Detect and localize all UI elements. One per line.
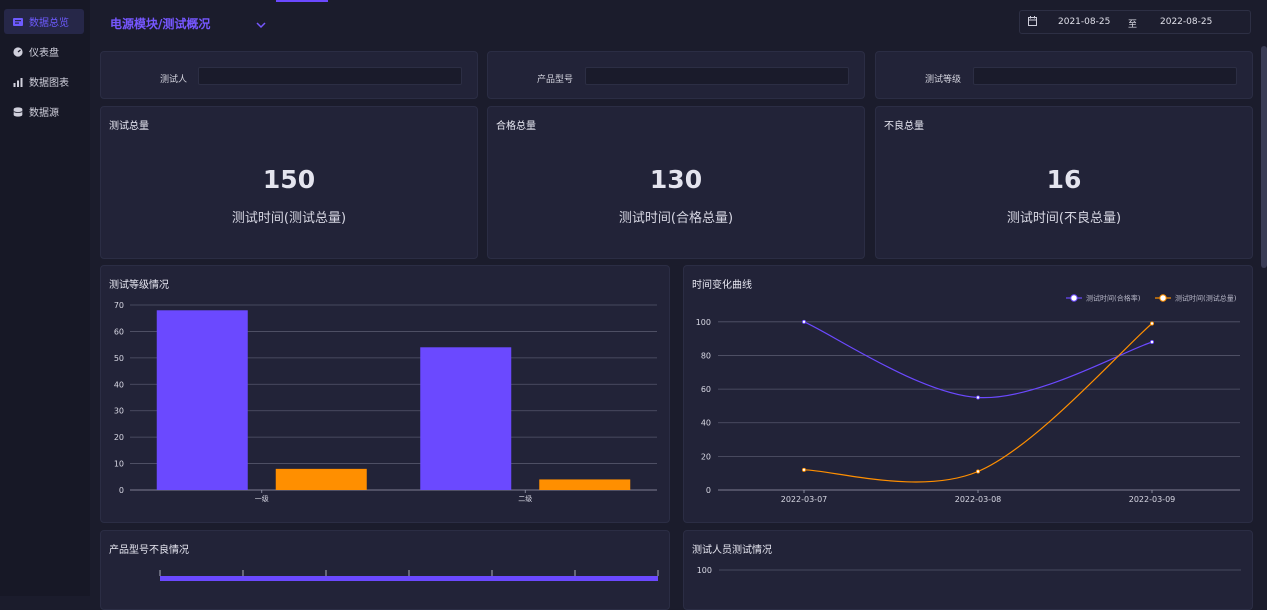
chart-title: 测试等级情况 bbox=[109, 280, 169, 291]
sidebar-item-dashboard[interactable]: 仪表盘 bbox=[4, 39, 84, 64]
y-tick-label: 30 bbox=[114, 407, 124, 416]
y-tick-label: 10 bbox=[114, 460, 124, 469]
y-tick-label: 20 bbox=[701, 452, 711, 461]
stat-subtitle: 测试时间(合格总量) bbox=[618, 211, 734, 226]
sidebar-item-label: 数据总览 bbox=[29, 18, 69, 29]
data-point bbox=[1149, 321, 1154, 326]
series-line bbox=[803, 323, 1153, 483]
legend-label: 测试时间(合格率) bbox=[1086, 294, 1141, 303]
sidebar-item-overview[interactable]: 数据总览 bbox=[4, 9, 84, 34]
sidebar-item-charts[interactable]: 数据图表 bbox=[4, 69, 84, 94]
y-tick-label: 70 bbox=[114, 301, 124, 310]
model-select[interactable] bbox=[585, 67, 849, 85]
model-label: 产品型号 bbox=[537, 75, 574, 85]
card-title: 测试总量 bbox=[109, 121, 149, 132]
y-tick-label: 60 bbox=[114, 327, 124, 336]
active-tab-indicator bbox=[276, 0, 328, 2]
bar bbox=[539, 479, 631, 490]
y-tick-label: 0 bbox=[706, 486, 711, 495]
grade-label: 测试等级 bbox=[925, 75, 962, 85]
total-tests-card: 测试总量 150 测试时间(测试总量) bbox=[100, 106, 478, 259]
page-title: 电源模块/测试概况 bbox=[110, 17, 211, 31]
chart-title: 产品型号不良情况 bbox=[109, 545, 189, 556]
stat-subtitle: 测试时间(不良总量) bbox=[1006, 211, 1122, 226]
bar bbox=[275, 468, 367, 490]
model-filter-panel: 产品型号 bbox=[487, 51, 865, 99]
sidebar-item-label: 数据源 bbox=[29, 108, 59, 119]
x-tick-label: 2022-03-09 bbox=[1129, 495, 1176, 504]
tester-filter-panel: 测试人 bbox=[100, 51, 478, 99]
data-point bbox=[802, 467, 807, 472]
chart-title: 测试人员测试情况 bbox=[692, 545, 772, 556]
data-point bbox=[1149, 340, 1154, 345]
bar bbox=[156, 310, 248, 490]
sidebar-item-label: 仪表盘 bbox=[29, 48, 59, 59]
data-point bbox=[975, 469, 980, 474]
y-tick-label: 80 bbox=[701, 351, 711, 360]
legend-label: 测试时间(测试总量) bbox=[1175, 294, 1237, 303]
y-tick-label: 0 bbox=[119, 486, 124, 495]
data-point bbox=[975, 395, 980, 400]
card-title: 不良总量 bbox=[884, 121, 924, 132]
date-range-picker[interactable]: 2021-08-25 至 2022-08-25 bbox=[1019, 10, 1251, 34]
sidebar-item-label: 数据图表 bbox=[29, 78, 69, 89]
defect-bar bbox=[160, 576, 658, 581]
stat-value: 130 bbox=[649, 165, 703, 194]
y-tick-label: 40 bbox=[701, 419, 711, 428]
y-tick-label: 60 bbox=[701, 385, 711, 394]
y-tick-label: 40 bbox=[114, 380, 124, 389]
scrollbar[interactable] bbox=[1261, 46, 1267, 268]
stat-value: 150 bbox=[262, 165, 316, 194]
card-title: 合格总量 bbox=[496, 121, 536, 132]
chart-icon bbox=[12, 76, 23, 87]
sidebar: 数据总览 仪表盘 数据图表 数据源 bbox=[0, 0, 90, 596]
grade-select[interactable] bbox=[973, 67, 1237, 85]
legend-marker bbox=[1070, 294, 1078, 302]
trend-line-chart: 0 20 40 60 80 100 2022-03-07 2022-03-08 2022-03-… bbox=[696, 294, 1240, 504]
x-tick-label: 一级 bbox=[255, 494, 269, 503]
stat-subtitle: 测试时间(测试总量) bbox=[231, 211, 347, 226]
chart-title: 时间变化曲线 bbox=[692, 280, 752, 291]
tester-select[interactable] bbox=[198, 67, 462, 85]
sidebar-item-datasource[interactable]: 数据源 bbox=[4, 99, 84, 124]
database-icon bbox=[12, 106, 23, 117]
grade-bar-chart: 0 10 20 30 40 50 60 70 一级 二级 bbox=[114, 301, 657, 503]
model-defect-panel: 产品型号不良情况 bbox=[100, 530, 670, 610]
dashboard-icon bbox=[12, 46, 23, 57]
x-tick-label: 2022-03-08 bbox=[955, 495, 1002, 504]
chevron-down-icon[interactable] bbox=[255, 16, 267, 29]
trend-chart-panel: 时间变化曲线 bbox=[683, 265, 1253, 523]
grade-filter-panel: 测试等级 bbox=[875, 51, 1253, 99]
personnel-panel: 测试人员测试情况 100 bbox=[683, 530, 1253, 610]
data-point bbox=[802, 319, 807, 324]
date-separator: 至 bbox=[1128, 20, 1138, 30]
tester-label: 测试人 bbox=[160, 75, 188, 85]
overview-icon bbox=[12, 16, 23, 27]
passed-total-card: 合格总量 130 测试时间(合格总量) bbox=[487, 106, 865, 259]
date-to[interactable]: 2022-08-25 bbox=[1160, 17, 1213, 27]
y-tick-label: 100 bbox=[696, 318, 711, 327]
legend-marker bbox=[1159, 294, 1167, 302]
personnel-chart-preview: 100 bbox=[697, 566, 1241, 575]
x-tick-label: 二级 bbox=[518, 494, 532, 503]
stat-value: 16 bbox=[1046, 165, 1082, 194]
defect-total-card: 不良总量 16 测试时间(不良总量) bbox=[875, 106, 1253, 259]
y-tick-label: 50 bbox=[114, 354, 124, 363]
y-tick-label: 100 bbox=[697, 566, 712, 575]
date-from[interactable]: 2021-08-25 bbox=[1058, 17, 1111, 27]
series-line bbox=[803, 321, 1153, 399]
calendar-icon bbox=[1028, 16, 1037, 29]
y-tick-label: 20 bbox=[114, 433, 124, 442]
bar bbox=[420, 347, 512, 490]
x-tick-label: 2022-03-07 bbox=[781, 495, 828, 504]
defect-chart-preview bbox=[159, 570, 659, 581]
